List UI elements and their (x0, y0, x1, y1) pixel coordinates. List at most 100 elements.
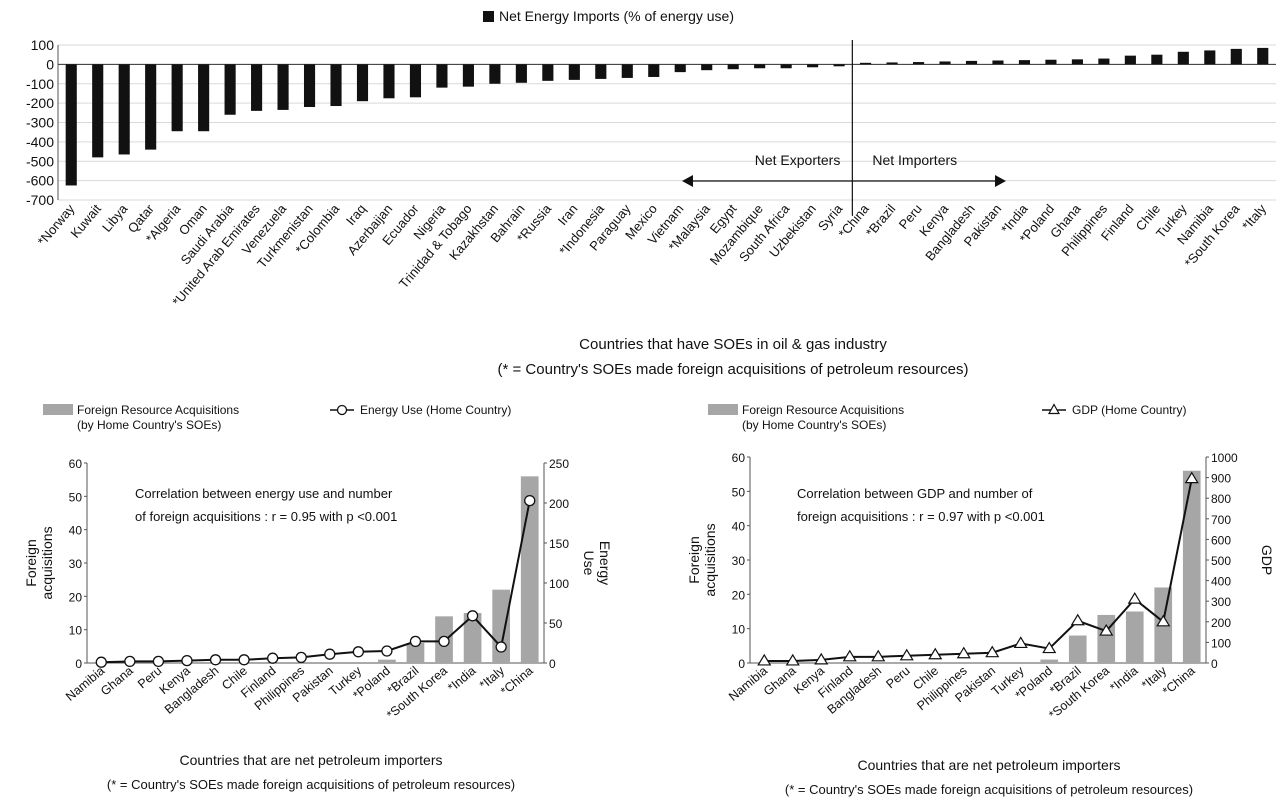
x-tick-label: *India (1107, 664, 1141, 695)
net-exporters-arrowhead (682, 175, 693, 187)
y-tick-label: -200 (26, 95, 54, 111)
bar-net-energy-imports (145, 64, 157, 150)
bar-net-energy-imports (674, 64, 686, 73)
y-left-tick-label: 50 (732, 485, 746, 499)
y-left-tick-label: 30 (69, 557, 83, 571)
y-right-tick-label: 400 (1211, 575, 1231, 589)
bar-foreign-acquisitions (463, 613, 482, 663)
line-point-gdp (1184, 471, 1199, 484)
y-right-tick-label: 150 (549, 537, 569, 551)
bar-net-energy-imports (409, 64, 422, 98)
bar-net-energy-imports (568, 64, 580, 80)
line-point-energy-use (209, 654, 222, 666)
x-axis-note-top: (* = Country's SOEs made foreign acquisi… (498, 361, 969, 378)
x-tick-label: Peru (883, 664, 912, 692)
bar-net-energy-imports (1124, 55, 1136, 65)
bar-net-energy-imports (912, 62, 925, 65)
y-tick-label: 0 (46, 56, 54, 72)
bar-net-energy-imports (754, 64, 766, 69)
bar-net-energy-imports (92, 64, 104, 158)
line-point-energy-use (438, 635, 450, 648)
line-point-energy-use (495, 641, 507, 653)
y-left-tick-label: 0 (738, 657, 745, 671)
bar-net-energy-imports (118, 64, 130, 155)
bar-foreign-acquisitions (1097, 614, 1116, 663)
net-importers-arrowhead (995, 175, 1006, 187)
bar-net-energy-imports (1204, 50, 1216, 65)
bar-net-energy-imports (595, 64, 607, 79)
line-point-energy-use (267, 652, 279, 664)
x-tick-label: Kuwait (67, 201, 104, 241)
x-axis-title: Countries that are net petroleum importe… (179, 752, 442, 768)
y-left-tick-label: 10 (69, 624, 83, 638)
y-axis-title-left: Foreign (686, 536, 702, 583)
bar-foreign-acquisitions (1068, 635, 1087, 663)
legend-label-line-series: Energy Use (Home Country) (360, 403, 511, 417)
y-tick-label: -100 (26, 76, 54, 92)
line-point-gdp (985, 645, 1000, 658)
line-point-energy-use (295, 651, 307, 664)
bar-net-energy-imports (939, 61, 951, 65)
y-left-tick-label: 40 (732, 520, 746, 534)
line-point-gdp (956, 646, 971, 659)
bar-net-energy-imports (1151, 54, 1163, 65)
y-right-tick-label: 700 (1211, 513, 1231, 527)
y-axis-title-left: Foreign (23, 539, 39, 586)
bar-net-energy-imports (224, 64, 236, 115)
correlation-annotation-line2: of foreign acquisitions : r = 0.95 with … (135, 509, 397, 524)
y-left-tick-label: 60 (69, 457, 83, 471)
y-tick-label: -700 (26, 192, 54, 208)
x-axis-title-top: Countries that have SOEs in oil & gas in… (579, 336, 887, 353)
bar-net-energy-imports (1098, 58, 1110, 65)
line-point-energy-use (95, 656, 107, 668)
bar-net-energy-imports (727, 64, 739, 70)
x-tick-label: *China (498, 664, 536, 699)
bar-net-energy-imports (277, 64, 289, 110)
bar-net-energy-imports (965, 60, 978, 65)
x-tick-label: Ghana (98, 664, 136, 699)
legend-swatch-foreign-acquisitions (43, 404, 73, 415)
y-right-tick-label: 1000 (1211, 451, 1238, 465)
line-point-gdp (1042, 641, 1057, 654)
correlation-annotation: Correlation between energy use and numbe… (135, 486, 393, 501)
legend-marker-circle (336, 404, 348, 416)
x-tick-label: *India (445, 664, 479, 695)
bar-net-energy-imports (356, 64, 369, 102)
y-right-tick-label: 50 (549, 617, 563, 631)
line-point-energy-use (409, 635, 422, 648)
bar-net-energy-imports (303, 64, 316, 107)
bar-net-energy-imports (171, 64, 183, 132)
legend-label-foreign-acquisitions: Foreign Resource Acquisitions (77, 403, 239, 417)
bar-net-energy-imports (1230, 48, 1242, 65)
line-point-gdp (785, 653, 800, 666)
bar-net-energy-imports (1177, 51, 1189, 65)
x-tick-label: *Brazil (863, 201, 899, 240)
y-right-tick-label: 250 (549, 457, 569, 471)
bar-foreign-acquisitions (1125, 611, 1144, 663)
legend-label-foreign-acquisitions-sub: (by Home Country's SOEs) (742, 418, 886, 432)
bar-net-energy-imports (886, 62, 898, 65)
line-point-energy-use (152, 655, 165, 668)
y-axis-title-right-line2: Use (581, 551, 597, 576)
line-point-gdp (899, 648, 914, 661)
line-point-energy-use (381, 645, 393, 657)
y-right-tick-label: 0 (1211, 657, 1218, 671)
bar-net-energy-imports (701, 64, 713, 71)
y-right-tick-label: 100 (549, 577, 569, 591)
bar-net-energy-imports (833, 64, 845, 67)
y-left-tick-label: 20 (69, 590, 83, 604)
line-point-gdp (928, 647, 943, 660)
line-point-energy-use (181, 654, 193, 667)
bar-net-energy-imports (1257, 47, 1269, 65)
bar-foreign-acquisitions (1182, 470, 1201, 663)
x-tick-label: *Italy (1239, 201, 1269, 233)
legend-label-foreign-acquisitions-sub: (by Home Country's SOEs) (77, 418, 221, 432)
x-axis-note: (* = Country's SOEs made foreign acquisi… (107, 777, 515, 792)
y-right-tick-label: 0 (549, 657, 556, 671)
line-point-gdp (1099, 623, 1114, 636)
bar-net-energy-imports (462, 64, 474, 87)
line-series (764, 478, 1193, 662)
y-tick-label: -500 (26, 153, 54, 169)
line-point-gdp (1013, 636, 1028, 649)
line-point-energy-use (124, 655, 136, 668)
